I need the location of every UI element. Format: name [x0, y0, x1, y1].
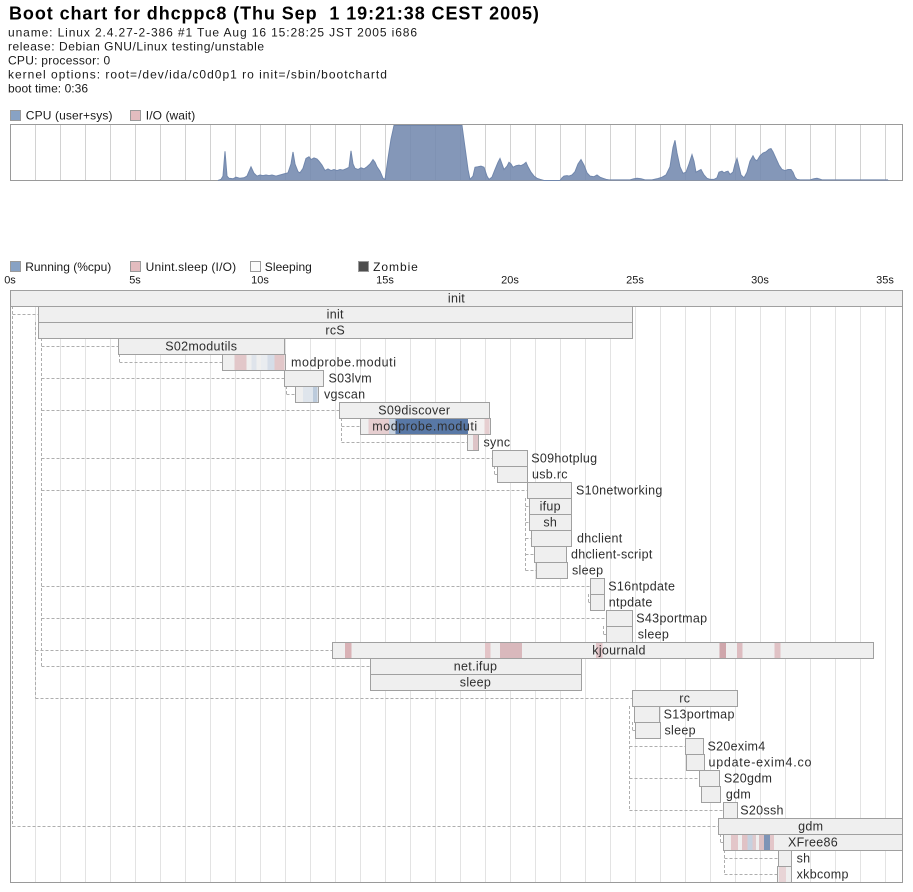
svg-text:uname: Linux 2.4.27-2-386 #1 T: uname: Linux 2.4.27-2-386 #1 Tue Aug 16 … — [8, 26, 418, 40]
svg-text:net.ifup: net.ifup — [454, 660, 497, 674]
svg-text:Boot chart for dhcppc8 (Thu Se: Boot chart for dhcppc8 (Thu Sep 1 19:21:… — [9, 4, 540, 24]
svg-text:Running (%cpu): Running (%cpu) — [25, 260, 111, 274]
svg-text:15s: 15s — [376, 275, 394, 287]
svg-text:S20gdm: S20gdm — [724, 772, 772, 786]
svg-text:gdm: gdm — [726, 788, 751, 802]
svg-text:dhclient-script: dhclient-script — [571, 548, 653, 562]
svg-text:release: Debian GNU/Linux test: release: Debian GNU/Linux testing/unstab… — [8, 40, 265, 54]
svg-text:S20exim4: S20exim4 — [708, 740, 766, 754]
svg-text:boot time: 0:36: boot time: 0:36 — [8, 82, 88, 96]
svg-text:CPU (user+sys): CPU (user+sys) — [26, 109, 113, 123]
svg-text:sh: sh — [797, 852, 811, 866]
svg-text:kjournald: kjournald — [592, 644, 645, 658]
svg-text:xkbcomp: xkbcomp — [797, 868, 849, 882]
svg-text:modprobe.moduti: modprobe.moduti — [291, 356, 397, 370]
svg-text:sleep: sleep — [665, 724, 696, 738]
svg-text:S13portmap: S13portmap — [664, 708, 735, 722]
svg-text:update-exim4.co: update-exim4.co — [709, 756, 813, 770]
svg-text:S02modutils: S02modutils — [165, 340, 237, 354]
svg-text:sleep: sleep — [638, 628, 669, 642]
svg-text:25s: 25s — [626, 275, 644, 287]
svg-text:Sleeping: Sleeping — [265, 260, 312, 274]
svg-text:20s: 20s — [501, 275, 519, 287]
svg-text:vgscan: vgscan — [324, 388, 365, 402]
svg-text:sync: sync — [484, 436, 511, 450]
svg-text:I/O (wait): I/O (wait) — [146, 109, 195, 123]
svg-text:Zombie: Zombie — [373, 260, 419, 274]
svg-text:sleep: sleep — [460, 676, 491, 690]
svg-text:usb.rc: usb.rc — [532, 468, 568, 482]
svg-text:S09hotplug: S09hotplug — [531, 452, 597, 466]
svg-text:kernel options: root=/dev/ida/: kernel options: root=/dev/ida/c0d0p1 ro … — [8, 68, 388, 82]
svg-text:5s: 5s — [129, 275, 141, 287]
svg-text:S03lvm: S03lvm — [329, 372, 372, 386]
svg-text:dhclient: dhclient — [577, 532, 623, 546]
svg-text:CPU: processor: 0: CPU: processor: 0 — [8, 54, 111, 68]
svg-text:S10networking: S10networking — [576, 484, 663, 498]
svg-text:gdm: gdm — [798, 820, 823, 834]
svg-text:30s: 30s — [751, 275, 769, 287]
svg-text:Unint.sleep (I/O): Unint.sleep (I/O) — [146, 260, 237, 274]
svg-text:10s: 10s — [251, 275, 269, 287]
svg-text:rcS: rcS — [325, 324, 345, 338]
svg-text:S20ssh: S20ssh — [740, 804, 784, 818]
svg-text:35s: 35s — [876, 275, 894, 287]
svg-text:ntpdate: ntpdate — [609, 596, 653, 610]
svg-text:S09discover: S09discover — [378, 404, 450, 418]
svg-text:0s: 0s — [4, 275, 16, 287]
svg-text:modprobe.moduti: modprobe.moduti — [372, 420, 478, 434]
svg-text:init: init — [448, 292, 465, 306]
svg-text:S43portmap: S43portmap — [636, 612, 707, 626]
svg-text:rc: rc — [679, 692, 690, 706]
svg-text:sh: sh — [543, 516, 557, 530]
svg-text:XFree86: XFree86 — [788, 836, 838, 850]
svg-text:sleep: sleep — [572, 564, 603, 578]
svg-text:ifup: ifup — [540, 500, 561, 514]
svg-text:init: init — [327, 308, 344, 322]
svg-text:S16ntpdate: S16ntpdate — [608, 580, 675, 594]
